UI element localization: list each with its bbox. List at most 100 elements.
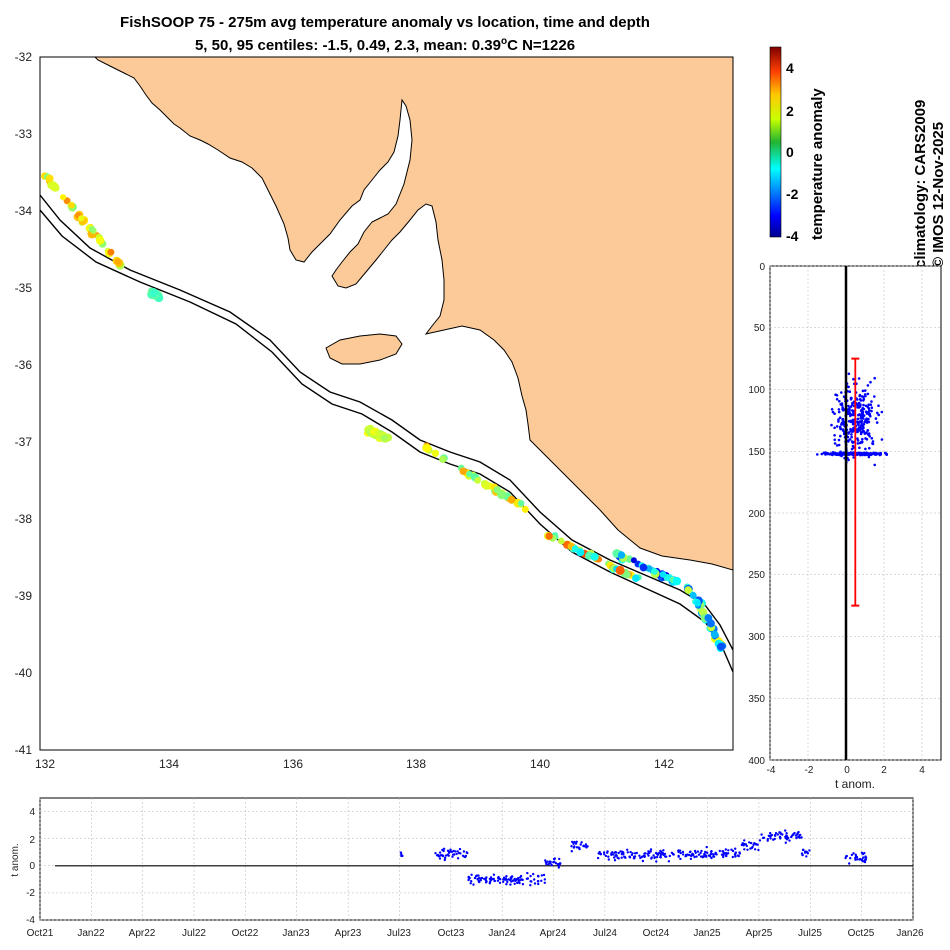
ts-point — [572, 846, 576, 849]
depth-point — [835, 444, 839, 447]
timeseries-ylabel: t anom. — [10, 843, 21, 876]
map-point — [639, 563, 648, 572]
map-point — [704, 614, 713, 622]
depth-point — [867, 407, 871, 410]
ts-point — [442, 847, 446, 850]
ts-point — [734, 855, 737, 858]
ts-point — [511, 875, 514, 878]
ts-point — [509, 883, 512, 886]
ts-point — [577, 846, 580, 849]
depth-panel: 0 50 100 150 200 250 300 350 400 -4 -2 0… — [748, 262, 942, 791]
ts-point — [520, 878, 524, 881]
ts-ytick: 0 — [29, 861, 35, 872]
ts-point — [863, 859, 867, 862]
depth-point — [840, 391, 843, 394]
ts-point — [470, 873, 473, 876]
depth-point — [856, 403, 859, 406]
ts-point — [440, 853, 443, 857]
map-land — [40, 57, 733, 673]
depth-point — [867, 420, 871, 424]
map-point — [459, 467, 467, 475]
ts-point — [704, 851, 707, 854]
depth-point — [847, 440, 850, 443]
depth-point — [856, 451, 860, 455]
depth-point — [864, 437, 867, 440]
ts-point — [434, 852, 437, 855]
ts-point — [548, 862, 551, 865]
map-point — [107, 248, 115, 256]
ts-point — [731, 855, 734, 859]
ts-point — [781, 833, 784, 836]
ts-point — [620, 850, 624, 853]
ts-xtick: Jan26 — [896, 928, 924, 939]
depth-point — [852, 446, 855, 449]
ts-point — [733, 853, 737, 856]
ts-point — [856, 858, 859, 861]
map-point — [369, 428, 377, 436]
ts-point — [652, 854, 655, 857]
map-point — [114, 258, 121, 266]
ts-point — [502, 880, 505, 883]
ts-point — [620, 856, 623, 859]
ts-point — [778, 835, 782, 838]
ts-point — [858, 858, 861, 861]
depth-yticks: 0 50 100 150 200 250 300 350 400 — [748, 262, 765, 767]
ts-point — [784, 841, 787, 844]
map-ytick: -35 — [15, 281, 33, 295]
depth-point — [849, 427, 852, 431]
ts-point — [731, 849, 735, 853]
depth-point — [866, 384, 870, 387]
ts-point — [655, 860, 658, 863]
ts-point — [705, 845, 708, 849]
map-point — [617, 551, 626, 559]
depth-point — [876, 411, 879, 415]
map-xtick: 140 — [530, 757, 550, 771]
ts-point — [751, 845, 754, 849]
map-point — [632, 574, 640, 582]
ts-point — [707, 854, 711, 857]
map-ytick: -41 — [15, 743, 33, 757]
ts-point — [643, 855, 646, 858]
map-point — [422, 444, 432, 453]
ts-point — [455, 852, 458, 856]
ts-point — [696, 850, 700, 853]
depth-point — [837, 418, 840, 421]
ts-point — [863, 860, 867, 864]
map-panel: -32 -33 -34 -35 -36 -37 -38 -39 -40 -41 … — [15, 50, 734, 771]
ts-point — [784, 829, 787, 832]
depth-point — [838, 399, 841, 403]
ts-point — [543, 878, 546, 881]
ts-point — [649, 848, 653, 851]
ts-point — [529, 874, 532, 878]
ts-point — [570, 845, 573, 848]
depth-point — [871, 440, 875, 443]
ts-point — [852, 852, 855, 855]
depth-ytick: 350 — [748, 694, 765, 705]
ts-point — [647, 854, 650, 857]
ts-point — [454, 850, 457, 853]
ts-point — [667, 860, 671, 863]
ts-point — [762, 836, 766, 839]
ts-point — [544, 859, 547, 862]
depth-point — [837, 438, 841, 442]
ts-point — [557, 866, 560, 869]
depth-point — [861, 453, 864, 457]
depth-point — [873, 463, 876, 467]
map-point — [615, 565, 625, 575]
ts-point — [475, 874, 479, 877]
ts-point — [505, 883, 508, 886]
ts-point — [570, 850, 573, 853]
depth-point — [871, 442, 874, 445]
ts-point — [626, 848, 629, 851]
depth-ytick: 250 — [748, 570, 765, 581]
ts-point — [515, 878, 518, 882]
depth-point — [847, 419, 851, 423]
ts-point — [689, 857, 693, 861]
map-point — [684, 586, 692, 594]
ts-ytick: -4 — [26, 915, 35, 926]
depth-point — [870, 406, 874, 410]
ts-point — [721, 850, 724, 853]
ts-point — [710, 856, 713, 860]
subtitle-centiles: 5, 50, 95 centiles: -1.5, 0.49, 2.3, mea… — [195, 37, 501, 54]
map-ytick: -36 — [15, 358, 33, 372]
